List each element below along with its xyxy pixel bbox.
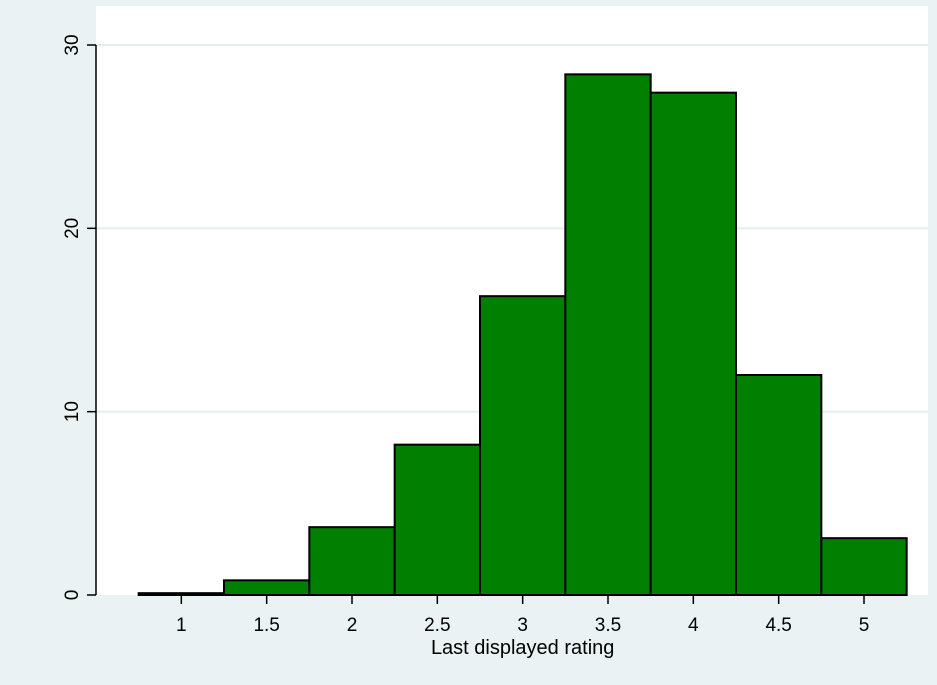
bar-4: [649, 91, 738, 597]
x-tick-label-4.5: 4.5: [765, 615, 791, 636]
x-axis-title: Last displayed rating: [431, 637, 614, 659]
x-tick-label-3: 3: [517, 615, 528, 636]
bar-2: [308, 526, 396, 597]
x-tick-label-3.5: 3.5: [595, 615, 621, 636]
x-tick-label-5: 5: [859, 615, 870, 636]
x-tick-label-4: 4: [688, 615, 699, 636]
bar-4.5: [735, 374, 823, 596]
bars: [137, 73, 908, 597]
bar-1.5: [223, 579, 311, 596]
x-tick-label-1: 1: [176, 615, 187, 636]
y-tick-label-30: 30: [62, 34, 83, 55]
x-tick-label-2.5: 2.5: [424, 615, 450, 636]
bar-3.5: [564, 73, 652, 597]
bar-5: [820, 537, 908, 597]
y-tick-label-10: 10: [62, 401, 83, 422]
y-tick-label-20: 20: [62, 218, 83, 239]
y-tick-label-0: 0: [62, 590, 83, 601]
axes: 0 10 20 30 1 1.5 2 2.5 3 3.5 4 4.5 5: [62, 34, 869, 636]
bar-2.5: [393, 443, 481, 596]
bar-3: [479, 295, 567, 596]
x-tick-label-2: 2: [347, 615, 358, 636]
x-tick-label-1.5: 1.5: [253, 615, 279, 636]
